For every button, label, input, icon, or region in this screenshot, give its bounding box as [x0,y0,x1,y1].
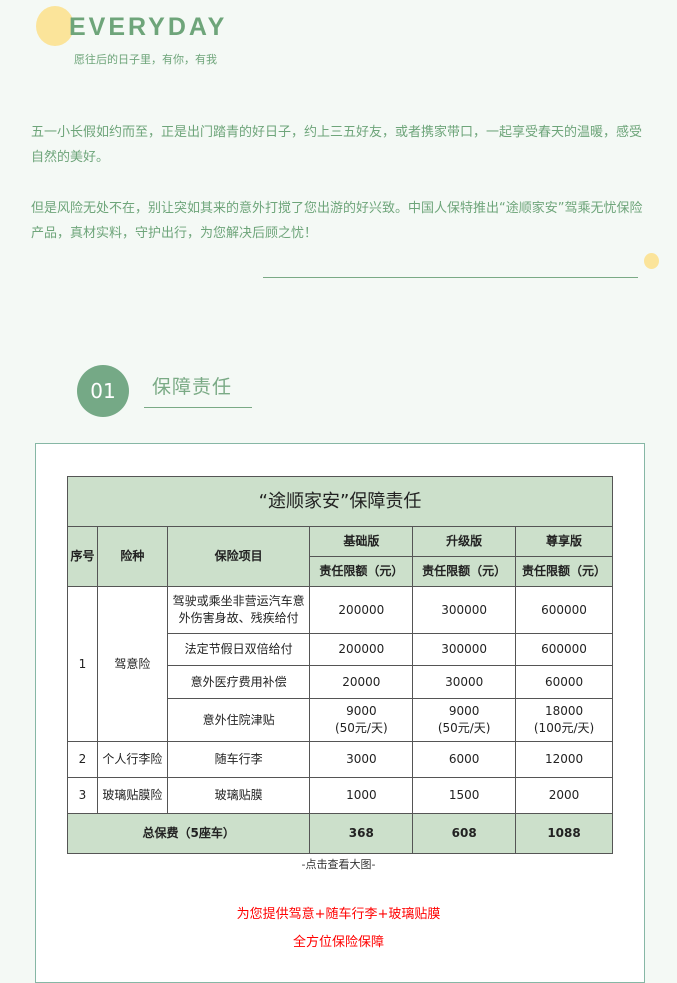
table-row: 意外医疗费用补偿 20000 30000 60000 [68,665,613,699]
header-plan-upgrade: 升级版 [412,526,517,557]
cell-value: 300000 [412,633,517,666]
cell-value: 30000 [412,665,517,699]
promo-line-2: 全方位保险保障 [292,935,384,950]
total-value: 1088 [515,813,613,854]
header-item: 保险项目 [166,526,311,587]
header-type: 险种 [96,526,168,587]
header-no: 序号 [67,526,98,587]
table-row: 2 个人行李险 随车行李 3000 6000 12000 [67,741,613,778]
total-value: 608 [412,813,517,854]
cell-value: 1000 [309,777,414,814]
cell-value: 200000 [309,633,414,666]
cell-item: 意外住院津贴 [166,698,311,742]
decor-dot [36,6,74,46]
cell-value: 1500 [412,777,517,814]
header-unit: 责任限额（元） [309,556,414,587]
cell-type: 玻璃贴膜险 [96,777,168,814]
table-row: 1 驾意险 驾驶或乘坐非营运汽车意外伤害身故、残疾给付 200000 300000 600… [67,586,613,742]
cell-item: 玻璃贴膜 [166,777,311,814]
promo-line-1: 为您提供驾意+随车行李+玻璃贴膜 [236,907,441,922]
section-number: 01 [77,365,129,417]
cell-value: 18000 (100元/天) [515,698,613,742]
cell-value: 20000 [309,665,414,699]
table-row: 3 玻璃贴膜险 玻璃贴膜 1000 1500 2000 [67,777,613,814]
decor-dot [644,253,659,269]
cell-no: 3 [67,777,98,814]
cell-item: 法定节假日双倍给付 [166,633,311,666]
cell-value: 600000 [515,633,613,666]
cell-value: 300000 [412,586,517,634]
total-label: 总保费（5座车） [66,813,311,854]
coverage-table[interactable]: “途顺家安”保障责任 序号 险种 保险项目 基础版 升级版 尊享版 责任限额（元… [66,476,613,854]
cell-value: 3000 [309,741,414,778]
header-plan-premium: 尊享版 [515,526,613,557]
divider [263,277,638,278]
section-underline [144,407,252,408]
cell-item: 意外医疗费用补偿 [166,665,311,699]
intro-paragraph-2: 但是风险无处不在，别让突如其来的意外打搅了您出游的好兴致。中国人保特推出“途顺家… [31,201,643,241]
cell-value: 9000 (50元/天) [309,698,414,742]
total-value: 368 [309,813,414,854]
header-plan-basic: 基础版 [309,526,414,557]
header-unit: 责任限额（元） [515,556,613,587]
cell-item: 驾驶或乘坐非营运汽车意外伤害身故、残疾给付 [166,586,311,634]
intro-paragraph-1: 五一小长假如约而至，正是出门踏青的好日子，约上三五好友，或者携家带口，一起享受春… [31,125,643,165]
view-larger-link[interactable]: -点击查看大图- [301,858,376,871]
cell-value: 6000 [412,741,517,778]
cell-type: 驾意险 [96,586,168,742]
section-title: 保障责任 [152,376,233,398]
cell-no: 2 [67,741,98,778]
cell-value: 200000 [309,586,414,634]
cell-value: 60000 [515,665,613,699]
cell-no: 1 [67,586,98,742]
cell-type: 个人行李险 [96,741,168,778]
cell-value: 2000 [515,777,613,814]
cell-value: 9000 (50元/天) [412,698,517,742]
page-subtitle: 愿往后的日子里，有你，有我 [74,53,217,66]
table-row: 意外住院津贴 9000 (50元/天) 9000 (50元/天) 18000 (100… [68,698,613,742]
header-unit: 责任限额（元） [412,556,517,587]
cell-value: 600000 [515,586,613,634]
page-title: EVERYDAY [69,13,228,41]
cell-item: 随车行李 [166,741,311,778]
cell-value: 12000 [515,741,613,778]
table-row: 法定节假日双倍给付 200000 300000 600000 [68,633,613,666]
table-title: “途顺家安”保障责任 [67,476,613,527]
